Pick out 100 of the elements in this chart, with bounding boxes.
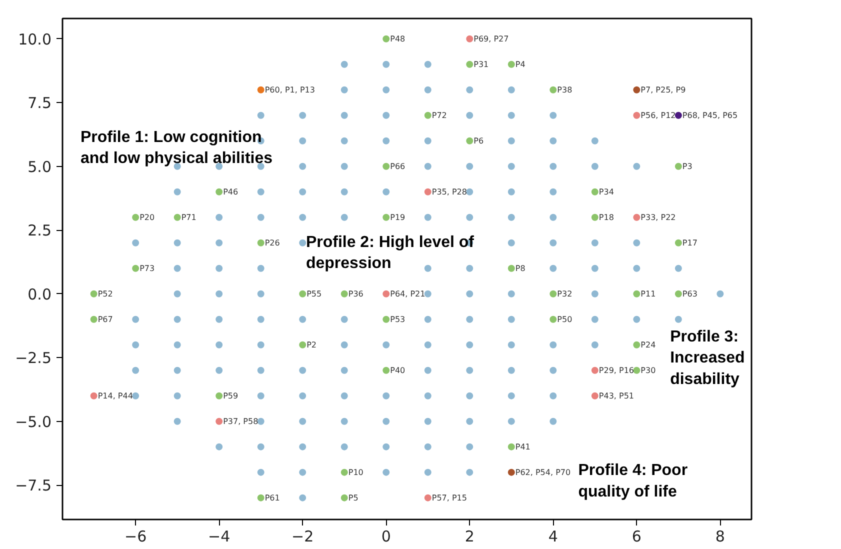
data-label: P14, P44 [98,391,133,400]
data-label: P24 [640,340,656,350]
data-label: P50 [557,314,572,324]
x-tick-label: 8 [715,528,725,546]
data-label: P8 [515,264,526,273]
y-tick-label: 10.0 [18,30,52,48]
point [424,494,432,502]
point [90,316,98,323]
point [257,494,264,502]
point [591,188,598,196]
point [382,290,390,298]
data-label: P73 [140,264,155,273]
point [591,392,598,400]
point [90,290,98,298]
data-label: P18 [598,212,614,222]
data-label: P46 [223,187,238,196]
y-tick-label: −7.5 [15,476,52,495]
point [674,290,682,298]
data-label: P17 [682,238,698,248]
x-tick-label: −6 [124,528,147,546]
point [216,392,223,400]
point [340,290,348,298]
data-label: P56, P12 [640,110,676,120]
data-label: P72 [432,110,447,120]
data-label: P53 [390,314,406,324]
y-tick-label: 0.0 [28,285,52,304]
data-label: P38 [557,85,572,94]
data-label: P29, P16 [598,366,634,375]
data-label: P36 [348,289,364,298]
point [382,316,390,323]
data-label: P11 [640,289,656,298]
data-label: P4 [515,60,526,69]
point [591,214,598,221]
data-label: P7, P25, P9 [640,85,686,94]
y-tick-label: −5.0 [15,412,52,431]
point [633,341,640,348]
data-label: P60, P1, P13 [264,85,315,94]
annotation: Profile 4: Poor quality of life [578,462,688,500]
data-label: P61 [264,493,280,502]
point [132,264,140,272]
point [174,214,181,221]
point [633,214,640,221]
data-label: P66 [390,162,406,171]
data-label: P68, P45, P65 [682,110,738,120]
point [340,468,348,476]
point [466,137,474,144]
data-label: P64, P21 [390,289,426,298]
data-label: P52 [98,289,113,298]
point [550,316,557,323]
point [424,188,432,196]
data-label: P10 [348,468,364,477]
point [382,162,390,170]
y-tick-label: 5.0 [28,158,52,176]
point [382,35,390,42]
point [508,443,515,450]
y-tick-label: 2.5 [28,222,52,240]
point [257,239,264,246]
annotation: Profile 3: Increased disability [670,328,745,388]
data-label: P19 [390,212,406,222]
point [633,112,640,119]
point [257,86,264,94]
x-tick-label: −4 [208,528,230,546]
data-label: P40 [390,366,406,375]
y-tick-label: 7.5 [28,94,52,112]
point [466,60,474,68]
data-label: P67 [98,314,113,324]
point [508,264,515,272]
data-label: P31 [474,60,489,69]
point [299,341,306,348]
point [216,418,223,425]
data-label: P59 [223,391,238,400]
data-label: P43, P51 [598,391,634,400]
point [508,468,515,476]
point [340,494,348,502]
data-label: P3 [682,162,692,171]
point [633,290,640,298]
data-label: P6 [474,136,484,146]
y-tick-label: −2.5 [15,349,52,368]
data-label: P26 [264,238,280,248]
point [674,112,682,119]
data-label: P69, P27 [474,34,509,44]
data-label: P34 [598,187,614,196]
point [508,60,515,68]
x-tick-label: 4 [548,528,558,546]
data-label: P33, P22 [640,212,676,222]
point [633,366,640,374]
x-tick-label: −2 [292,528,314,546]
data-label: P57, P15 [432,493,467,502]
point [382,214,390,221]
point [382,366,390,374]
x-tick-label: 2 [464,528,474,546]
point [299,290,306,298]
point [466,35,474,42]
data-label: P2 [306,340,317,350]
x-tick-label: 6 [632,528,642,546]
data-label: P41 [515,442,530,452]
point [674,239,682,246]
data-label: P62, P54, P70 [515,468,571,477]
point [633,86,640,94]
data-label: P35, P28 [432,187,467,196]
